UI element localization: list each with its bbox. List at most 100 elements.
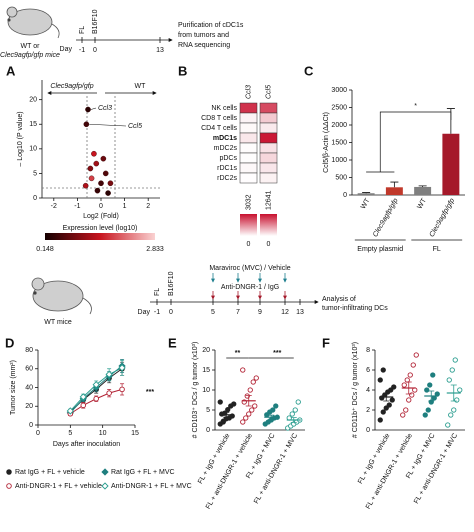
y-tick-label: 20 [29,97,37,104]
treatment-label: Maraviroc (MVC) / Vehicle [209,265,290,272]
data-point [105,370,113,379]
data-point [451,407,457,413]
annotation-leader [90,107,97,110]
bar [442,133,460,195]
data-point [119,386,125,393]
data-point [220,419,226,425]
data-point [391,384,397,390]
data-point [253,375,259,381]
legend-swatch [6,469,12,475]
y-tick-label: 8 [366,347,370,354]
significance-label: * [414,103,417,110]
data-point [424,387,430,393]
panel-label: B [178,63,187,78]
data-point [100,155,107,162]
y-tick-label: 0 [343,192,347,199]
legend-label: Anti-DNGR-1 + FL + MVC [111,483,192,490]
day-number: 12 [281,309,289,316]
data-point [388,387,394,393]
panel-label: A [6,63,16,78]
x-tick-label: -2 [51,203,57,210]
data-point [105,190,111,196]
significance-label: *** [273,350,281,357]
y-tick-label: 2000 [331,122,347,129]
panel-label: C [304,63,314,78]
legend-label: Rat IgG + FL + MVC [111,469,175,476]
data-point [83,121,90,128]
x-tick-label: FL + anti-DNGR-1 + vehicle [205,432,254,510]
legend-swatch [6,483,12,489]
x-tick-label: 0 [36,430,40,437]
data-point [82,182,89,189]
row-label: rDC1s [217,165,237,172]
y-tick-label: 1000 [331,157,347,164]
data-point [380,367,386,373]
data-point [422,412,428,418]
error-bar [362,192,371,194]
data-point [410,362,416,368]
data-point [247,387,253,393]
data-point [106,390,112,396]
colorbar-min: 0.148 [36,246,54,253]
day-number: 7 [236,309,240,316]
panel-label: F [322,335,330,350]
row-label: rDC2s [217,175,237,182]
colorbar [260,214,277,236]
direction-label: WT [135,83,147,90]
bar [357,193,375,195]
x-tick-label: WT [416,197,428,211]
error-bar [428,390,435,402]
y-axis-label: # CD103⁺ DCs / g tumor (x10³) [192,342,199,439]
y-tick-label: 60 [25,366,33,373]
error-bar [245,395,252,407]
x-tick-label: WT [360,197,372,211]
heatmap-cell [239,152,258,164]
data-point [107,180,114,187]
data-point [377,377,383,383]
heatmap-cell [259,172,278,184]
data-point [400,412,406,418]
y-tick-label: 2 [366,407,370,414]
gene-annotation: Ccl5 [128,123,142,130]
panel-label: D [5,335,14,350]
data-point [66,407,74,415]
column-header: Ccl5 [265,85,272,99]
data-point [386,402,392,408]
heatmap-cell [239,132,258,144]
heatmap-cell [239,142,258,154]
y-tick-label: 15 [29,121,37,128]
day-number: 5 [211,309,215,316]
data-point [80,402,87,409]
data-point [448,412,454,418]
treatment-label: FL [154,288,161,296]
heatmap-cell [239,122,258,134]
heatmap-cell [239,102,258,114]
day-number: 9 [258,309,262,316]
mouse-label: WT or [21,43,41,50]
data-point [454,397,460,403]
data-point [430,372,436,378]
data-point [94,187,101,194]
y-tick-label: 40 [25,384,33,391]
colorbar-min: 0 [267,241,271,248]
y-axis-label: Ccl5/β-Actin (ΔΔCt) [323,112,330,173]
x-tick-label: FL + anti-DNGR-1 + MVC [253,432,299,505]
heatmap-cell [239,162,258,174]
error-bar [383,392,390,402]
group-label: FL [433,246,441,253]
data-point [118,364,126,372]
day-number: 13 [296,309,304,316]
data-point [231,401,237,407]
data-point [85,106,91,113]
colorbar-max: 2.833 [146,246,164,253]
direction-label: Clec9agfp/gfp [50,83,93,90]
heatmap-cell [259,162,278,174]
treatment-label: Anti-DNGR-1 / IgG [221,284,279,291]
x-tick-label: 10 [99,430,107,437]
y-tick-label: 80 [25,347,33,354]
data-point [93,396,99,402]
group-label: Empty plasmid [357,246,403,253]
data-point [295,399,301,405]
heatmap-cell [259,142,278,154]
